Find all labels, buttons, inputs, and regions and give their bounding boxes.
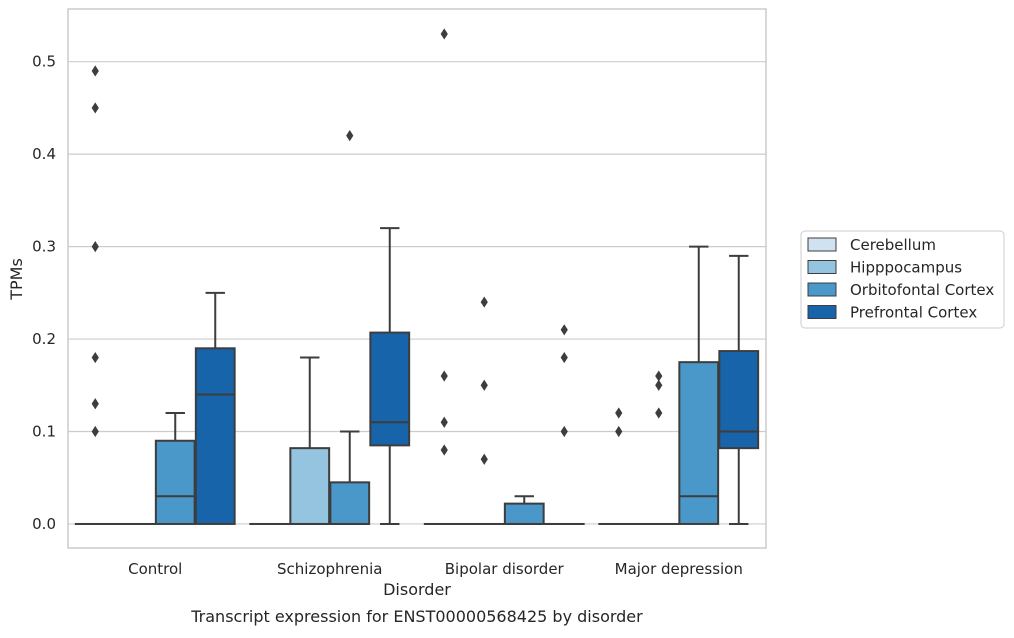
legend-label: Hipppocampus bbox=[850, 259, 962, 277]
legend-swatch bbox=[808, 306, 836, 319]
legend-label: Prefrontal Cortex bbox=[850, 304, 977, 322]
y-tick-label: 0.5 bbox=[32, 53, 56, 71]
box-body bbox=[330, 482, 369, 524]
box-body bbox=[505, 504, 544, 524]
box-body bbox=[156, 441, 195, 524]
box-body bbox=[370, 333, 409, 446]
box-body bbox=[196, 348, 235, 524]
x-tick-label: Control bbox=[128, 560, 182, 578]
legend-swatch bbox=[808, 283, 836, 296]
legend-label: Cerebellum bbox=[850, 236, 936, 254]
y-tick-label: 0.4 bbox=[32, 145, 56, 163]
box-body bbox=[290, 448, 329, 524]
legend-label: Orbitofontal Cortex bbox=[850, 281, 994, 299]
box-body bbox=[719, 351, 758, 448]
legend-swatch bbox=[808, 261, 836, 274]
y-tick-label: 0.0 bbox=[32, 515, 56, 533]
y-tick-label: 0.3 bbox=[32, 238, 56, 256]
box-body bbox=[679, 362, 718, 524]
x-axis-label: Disorder bbox=[383, 580, 451, 599]
legend: Cerebellum Hipppocampus Orbitofontal Corte… bbox=[801, 231, 1004, 328]
x-tick-label: Schizophrenia bbox=[277, 560, 382, 578]
y-tick-label: 0.1 bbox=[32, 423, 56, 441]
y-tick-label: 0.2 bbox=[32, 330, 56, 348]
x-tick-label: Bipolar disorder bbox=[445, 560, 565, 578]
y-axis-label: TPMs bbox=[7, 258, 26, 301]
chart-caption: Transcript expression for ENST0000056842… bbox=[190, 607, 643, 626]
legend-swatch bbox=[808, 238, 836, 251]
x-tick-label: Major depression bbox=[615, 560, 743, 578]
